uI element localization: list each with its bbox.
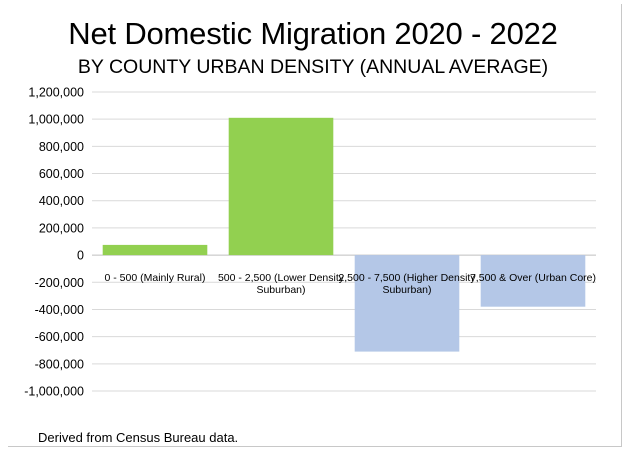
y-tick-label: -400,000: [35, 303, 84, 317]
bar: [354, 255, 460, 352]
y-tick-label: 400,000: [39, 194, 84, 208]
y-tick-label: 600,000: [39, 167, 84, 181]
y-tick-label: -800,000: [35, 357, 84, 371]
y-tick-label: 1,200,000: [28, 86, 84, 100]
bar: [102, 244, 208, 256]
y-tick-label: 0: [77, 249, 84, 263]
source-note: Derived from Census Bureau data.: [38, 430, 239, 445]
category-labels: 0 - 500 (Mainly Rural) 500 - 2,500 (Lower…: [105, 272, 597, 296]
category-label: 0 - 500 (Mainly Rural): [105, 272, 206, 284]
category-label: 7,500 & Over (Urban Core): [470, 272, 596, 284]
bars: [102, 117, 586, 352]
chart-subtitle: BY COUNTY URBAN DENSITY (ANNUAL AVERAGE): [77, 56, 549, 78]
y-tick-label: 1,000,000: [28, 113, 84, 127]
y-tick-label: 200,000: [39, 221, 84, 235]
bar: [228, 117, 334, 256]
y-tick-label: -1,000,000: [24, 385, 84, 399]
category-label: 2,500 - 7,500 (Higher Density: [338, 272, 476, 284]
category-label: 500 - 2,500 (Lower Density: [218, 272, 345, 284]
chart-frame: [8, 4, 622, 447]
y-axis-ticks: 1,200,000 1,000,000 800,000 600,000 400,000 2…: [24, 86, 84, 399]
y-tick-label: 800,000: [39, 140, 84, 154]
gridlines: [92, 91, 596, 392]
category-label: Suburban): [382, 284, 431, 296]
category-label: Suburban): [256, 284, 305, 296]
bar: [480, 255, 586, 307]
y-tick-label: -200,000: [35, 276, 84, 290]
chart-title: Net Domestic Migration 2020 - 2022: [68, 16, 558, 51]
y-tick-label: -600,000: [35, 330, 84, 344]
